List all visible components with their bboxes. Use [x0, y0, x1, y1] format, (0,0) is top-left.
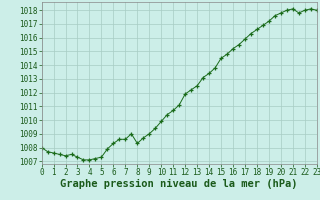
X-axis label: Graphe pression niveau de la mer (hPa): Graphe pression niveau de la mer (hPa) — [60, 179, 298, 189]
